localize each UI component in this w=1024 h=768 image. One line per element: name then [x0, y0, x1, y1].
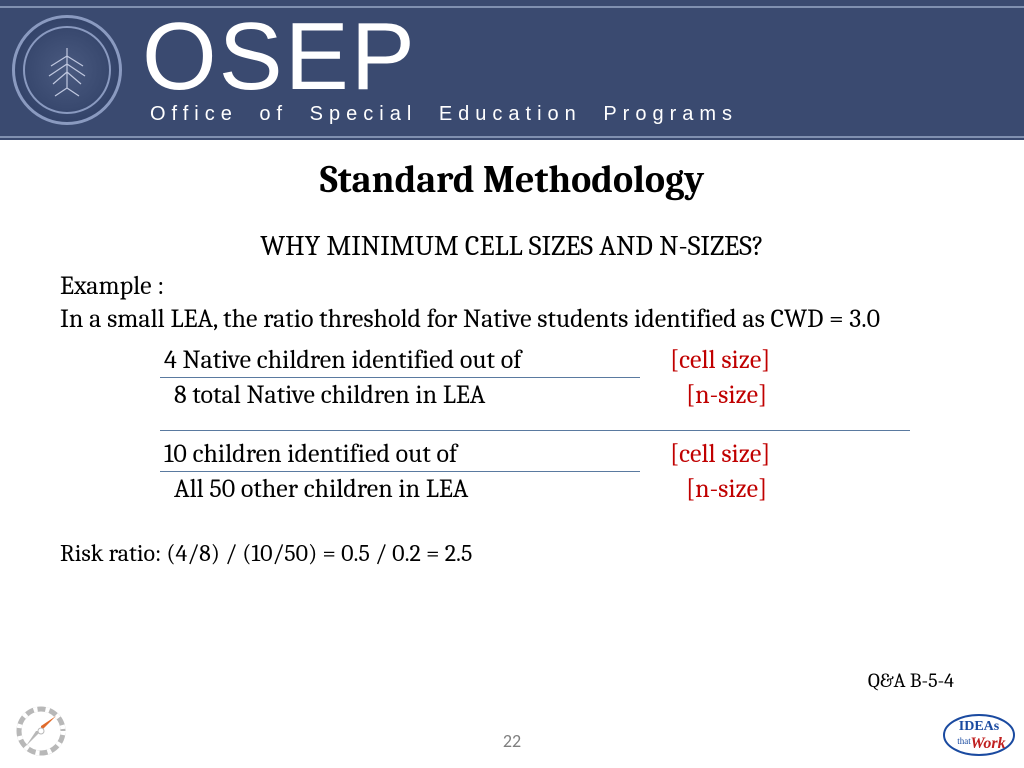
qa-reference: Q&A B-5-4	[868, 669, 954, 692]
intro-text: In a small LEA, the ratio threshold for …	[60, 303, 964, 336]
slide-subtitle: WHY MINIMUM CELL SIZES AND N-SIZES?	[60, 230, 964, 262]
slide-title: Standard Methodology	[60, 158, 964, 202]
logo-subtitle: Office of Special Education Programs	[150, 103, 1024, 126]
group2-numerator: 10 children identified out of	[160, 439, 650, 469]
logo-text: OSEP	[142, 14, 1024, 100]
group2-denominator-row: All 50 other children in LEA [n-size]	[160, 474, 920, 504]
group1-denominator: 8 total Native children in LEA	[160, 380, 650, 410]
logo-block: OSEP Office of Special Education Program…	[142, 14, 1024, 125]
divider-rule	[160, 430, 910, 431]
group1-denominator-row: 8 total Native children in LEA [n-size]	[160, 380, 920, 410]
fraction-rule	[160, 377, 640, 378]
header-banner: OSEP Office of Special Education Program…	[0, 0, 1024, 140]
fraction-rule-2	[160, 471, 640, 472]
slide-content: Standard Methodology WHY MINIMUM CELL SI…	[0, 140, 1024, 568]
group1-numerator: 4 Native children identified out of	[160, 345, 650, 375]
group1-denominator-tag: [n-size]	[650, 380, 767, 410]
ideas-text-1: IDEAs	[959, 719, 1000, 734]
risk-ratio-line: Risk ratio: (4/8) / (10/50) = 0.5 / 0.2 …	[60, 538, 964, 568]
page-number: 22	[503, 730, 521, 752]
ideas-text-that: that	[957, 736, 971, 746]
ratio-example: 4 Native children identified out of [cel…	[160, 345, 920, 504]
example-label: Example :	[60, 270, 964, 303]
group2-denominator-tag: [n-size]	[650, 474, 767, 504]
ideas-text-2: Work	[970, 735, 1005, 752]
seal-tree-icon	[37, 40, 97, 100]
group2-numerator-tag: [cell size]	[650, 439, 770, 469]
dept-education-seal-icon	[12, 15, 122, 125]
group1-numerator-tag: [cell size]	[650, 345, 770, 375]
group2-denominator: All 50 other children in LEA	[160, 474, 650, 504]
group1-numerator-row: 4 Native children identified out of [cel…	[160, 345, 920, 375]
group2-numerator-row: 10 children identified out of [cell size…	[160, 439, 920, 469]
compass-icon	[14, 704, 68, 758]
header-rule-bottom	[0, 136, 1024, 138]
header-rule-top	[0, 6, 1024, 8]
ideas-that-work-icon: IDEAs that Work	[940, 710, 1018, 760]
